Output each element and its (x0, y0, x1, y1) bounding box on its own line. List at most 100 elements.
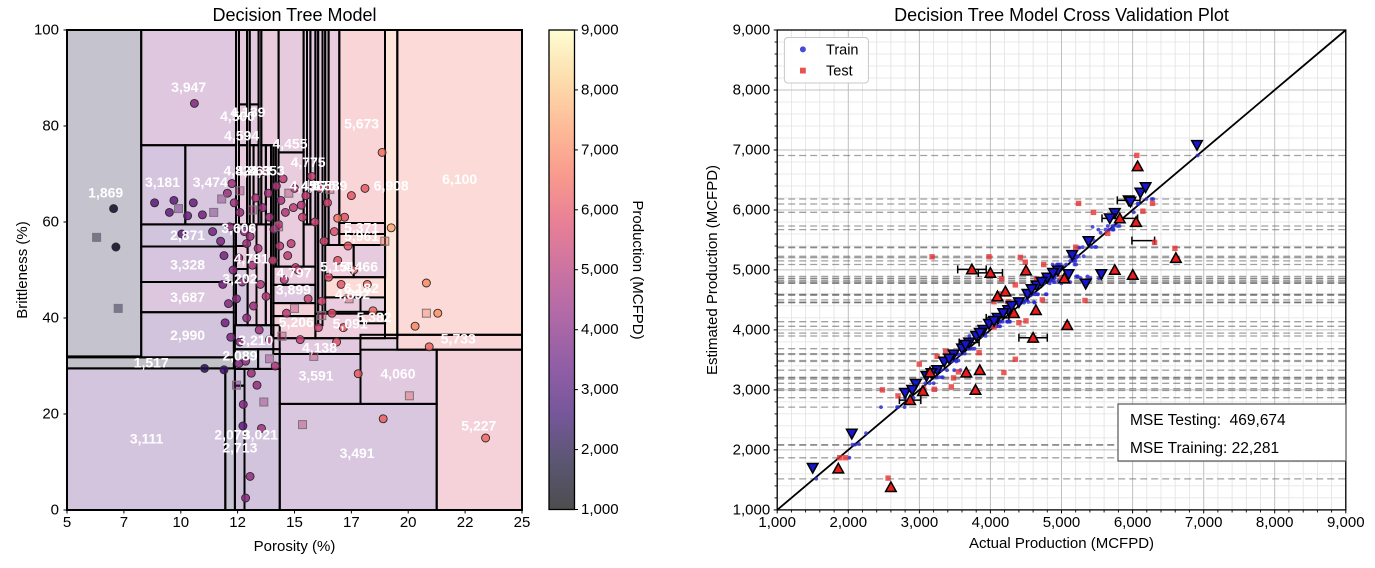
svg-text:6,908: 6,908 (374, 178, 409, 194)
svg-text:4,455: 4,455 (272, 136, 307, 152)
svg-text:2,089: 2,089 (222, 347, 257, 363)
svg-text:15: 15 (286, 514, 303, 531)
svg-text:4,775: 4,775 (291, 154, 326, 170)
svg-text:4,576: 4,576 (301, 178, 336, 194)
svg-text:3,210: 3,210 (238, 332, 273, 348)
svg-text:6,182: 6,182 (344, 280, 379, 296)
svg-text:10: 10 (172, 514, 189, 531)
svg-text:4,000: 4,000 (581, 321, 619, 338)
svg-text:5,206: 5,206 (279, 314, 314, 330)
svg-text:20: 20 (400, 514, 417, 531)
svg-text:Estimated Production (MCFPD): Estimated Production (MCFPD) (704, 165, 721, 375)
svg-text:5,091: 5,091 (333, 315, 368, 331)
svg-text:Actual Production (MCFPD): Actual Production (MCFPD) (969, 535, 1154, 552)
svg-text:3,000: 3,000 (581, 381, 619, 398)
svg-text:Porosity (%): Porosity (%) (254, 538, 336, 555)
svg-text:3,181: 3,181 (145, 174, 180, 190)
svg-text:5,227: 5,227 (461, 418, 496, 434)
svg-text:7,000: 7,000 (1185, 514, 1223, 531)
svg-text:6,000: 6,000 (581, 201, 619, 218)
svg-text:2,990: 2,990 (170, 327, 205, 343)
svg-text:9,000: 9,000 (1327, 514, 1365, 531)
svg-text:8,000: 8,000 (733, 82, 771, 99)
svg-text:8,000: 8,000 (1256, 514, 1294, 531)
svg-text:60: 60 (42, 214, 59, 231)
svg-text:4,863: 4,863 (236, 163, 271, 179)
svg-text:5,371: 5,371 (344, 219, 379, 235)
svg-text:3,947: 3,947 (171, 79, 206, 95)
svg-text:4,594: 4,594 (224, 128, 259, 144)
svg-text:7,000: 7,000 (581, 141, 619, 158)
svg-text:9,000: 9,000 (581, 22, 619, 39)
svg-text:5,382: 5,382 (357, 309, 392, 325)
svg-text:3,606: 3,606 (221, 220, 256, 236)
svg-text:Test: Test (826, 64, 853, 80)
svg-text:3,000: 3,000 (733, 381, 771, 398)
svg-text:8,000: 8,000 (581, 81, 619, 98)
svg-text:4,781: 4,781 (234, 251, 269, 267)
svg-text:4,892: 4,892 (335, 286, 370, 302)
svg-text:4,000: 4,000 (733, 321, 771, 338)
svg-text:5,673: 5,673 (344, 116, 379, 132)
svg-text:3,021: 3,021 (243, 427, 278, 443)
svg-text:100: 100 (34, 22, 59, 39)
svg-text:Train: Train (826, 43, 859, 59)
svg-text:2,079: 2,079 (214, 427, 249, 443)
svg-text:25: 25 (514, 514, 531, 531)
svg-text:40: 40 (42, 310, 59, 327)
svg-text:1,000: 1,000 (581, 501, 619, 518)
svg-text:3,591: 3,591 (299, 368, 334, 384)
svg-text:1,517: 1,517 (134, 355, 169, 371)
svg-text:3,491: 3,491 (340, 445, 375, 461)
svg-text:3,111: 3,111 (130, 431, 164, 447)
svg-text:4,000: 4,000 (972, 514, 1010, 531)
svg-text:5,000: 5,000 (581, 261, 619, 278)
svg-text:6,000: 6,000 (733, 202, 771, 219)
svg-text:20: 20 (42, 406, 59, 423)
svg-text:5,000: 5,000 (733, 261, 771, 278)
svg-text:4,853: 4,853 (250, 163, 285, 179)
svg-text:4,456: 4,456 (289, 178, 324, 194)
svg-text:3,474: 3,474 (193, 174, 228, 190)
svg-text:5,151: 5,151 (320, 259, 355, 275)
svg-text:2,713: 2,713 (222, 440, 257, 456)
svg-text:9,000: 9,000 (733, 22, 771, 39)
svg-text:2,871: 2,871 (170, 227, 205, 243)
svg-text:4,138: 4,138 (302, 339, 337, 355)
svg-text:MSE Testing: 469,674: MSE Testing: 469,674 (1130, 412, 1286, 429)
svg-text:4,821: 4,821 (223, 163, 258, 179)
svg-text:5: 5 (63, 514, 71, 531)
svg-text:MSE Training: 22,281: MSE Training: 22,281 (1130, 440, 1279, 457)
svg-text:Decision Tree Model Cross Vali: Decision Tree Model Cross Validation Plo… (894, 5, 1229, 25)
svg-text:2,000: 2,000 (733, 441, 771, 458)
svg-text:80: 80 (42, 118, 59, 135)
svg-text:3,687: 3,687 (170, 289, 205, 305)
svg-text:6,100: 6,100 (442, 171, 477, 187)
svg-text:1,000: 1,000 (758, 514, 796, 531)
svg-text:7: 7 (120, 514, 128, 531)
svg-text:2,000: 2,000 (581, 441, 619, 458)
svg-text:3,328: 3,328 (170, 257, 205, 273)
svg-text:4,466: 4,466 (343, 259, 378, 275)
svg-text:0: 0 (51, 502, 59, 519)
svg-text:5,961: 5,961 (344, 228, 379, 244)
svg-text:4,589: 4,589 (312, 178, 347, 194)
svg-text:Production (MCFPD): Production (MCFPD) (629, 200, 646, 339)
svg-text:4,139: 4,139 (230, 104, 265, 120)
svg-text:1,000: 1,000 (733, 501, 771, 518)
svg-text:6,000: 6,000 (1114, 514, 1152, 531)
svg-text:1,869: 1,869 (88, 185, 123, 201)
svg-text:4,060: 4,060 (380, 366, 415, 382)
svg-text:12: 12 (229, 514, 246, 531)
svg-text:4,797: 4,797 (276, 264, 311, 280)
svg-text:4,500: 4,500 (220, 108, 255, 124)
svg-text:22: 22 (457, 514, 474, 531)
svg-text:5,733: 5,733 (441, 331, 476, 347)
svg-text:5,000: 5,000 (1043, 514, 1081, 531)
svg-text:Decision Tree Model: Decision Tree Model (212, 5, 376, 25)
svg-text:3,202: 3,202 (222, 271, 257, 287)
svg-text:Brittleness (%): Brittleness (%) (14, 221, 31, 319)
svg-text:7,000: 7,000 (733, 142, 771, 159)
svg-text:2,000: 2,000 (830, 514, 868, 531)
svg-text:17: 17 (343, 514, 360, 531)
